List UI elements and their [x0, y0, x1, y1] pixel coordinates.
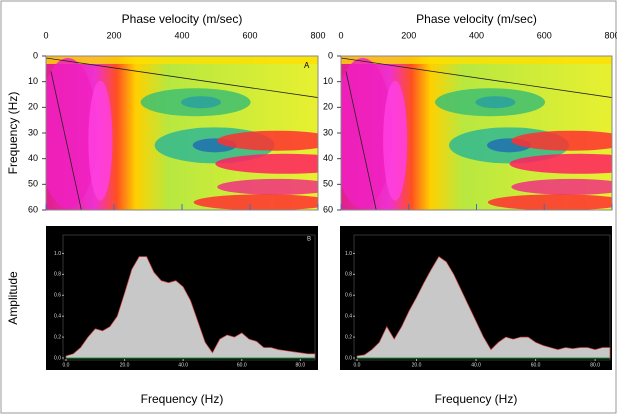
dispersion-line: [46, 57, 318, 98]
annotation: B: [307, 237, 311, 243]
y-tick-label: 0.4: [54, 314, 61, 320]
x-tick-label: 0: [43, 30, 48, 40]
heatmap-blob: [487, 194, 612, 210]
x-tick-label: 80.0: [295, 362, 305, 368]
top-band: [341, 56, 612, 64]
heatmap-blob: [217, 178, 318, 195]
y-tick-label: 1.0: [54, 251, 61, 257]
heatmap-blob: [193, 194, 318, 210]
y-tick-label: 50: [28, 179, 38, 189]
y-tick-label: 0.0: [345, 355, 352, 361]
x-tick-label: 400: [469, 30, 484, 40]
heatmap-blob: [215, 153, 318, 174]
y-tick-label: 0.0: [54, 355, 61, 361]
chart-title: Phase velocity (m/sec): [416, 12, 537, 26]
x-tick-label: 60.0: [237, 362, 247, 368]
y-axis-label: Amplitude: [6, 271, 20, 325]
y-tick-label: 0: [33, 50, 38, 60]
x-tick-label: 0.0: [63, 362, 70, 368]
y-tick-label: 0.6: [345, 293, 352, 299]
y-tick-label: 0.4: [345, 314, 352, 320]
dispersion-line: [341, 57, 612, 98]
heatmap-blob: [88, 80, 113, 201]
x-tick-label: 20.0: [412, 362, 422, 368]
plot-border: [62, 234, 316, 361]
y-tick-label: 1.0: [345, 251, 352, 257]
y-tick-label: 30: [28, 127, 38, 137]
x-tick-label: 600: [537, 30, 552, 40]
y-tick-label: 40: [323, 153, 333, 163]
x-tick-label: 0.0: [354, 362, 361, 368]
dispersion-line: [50, 71, 82, 210]
y-tick-label: 0: [328, 50, 333, 60]
x-tick-label: 20.0: [120, 362, 130, 368]
x-tick-label: 800: [310, 30, 325, 40]
y-tick-label: 10: [28, 76, 38, 86]
y-tick-label: 10: [323, 76, 333, 86]
x-tick-label: 0: [338, 30, 343, 40]
heatmap-blob: [511, 130, 612, 151]
y-tick-label: 0.6: [54, 293, 61, 299]
y-tick-label: 0.8: [54, 272, 61, 278]
x-axis-label: Frequency (Hz): [435, 392, 518, 406]
y-tick-label: 30: [323, 127, 333, 137]
y-tick-label: 0.2: [54, 334, 61, 340]
x-axis-label: Frequency (Hz): [141, 392, 224, 406]
heatmap-blob: [511, 178, 612, 195]
heatmap: [46, 56, 318, 210]
annotation: A: [304, 61, 310, 70]
dispersion-line: [345, 71, 377, 210]
y-tick-label: 20: [323, 102, 333, 112]
heatmap-blob: [383, 80, 408, 201]
y-axis-label: Frequency (Hz): [6, 92, 20, 175]
heatmap-blob: [341, 58, 393, 208]
y-tick-label: 60: [323, 204, 333, 214]
x-tick-label: 200: [401, 30, 416, 40]
y-tick-label: 0.8: [345, 272, 352, 278]
x-tick-label: 40.0: [471, 362, 481, 368]
y-tick-label: 60: [28, 204, 38, 214]
chart-title: Phase velocity (m/sec): [122, 12, 243, 26]
x-tick-label: 600: [242, 30, 257, 40]
spectrum-area: [356, 256, 611, 359]
heatmap: [341, 56, 612, 210]
top-band: [46, 56, 318, 64]
y-tick-label: 20: [28, 102, 38, 112]
x-tick-label: 80.0: [590, 362, 600, 368]
x-tick-label: 200: [106, 30, 121, 40]
y-tick-label: 50: [323, 179, 333, 189]
heatmap-blob: [475, 96, 516, 109]
heatmap-blob: [46, 58, 98, 208]
x-tick-label: 40.0: [178, 362, 188, 368]
y-tick-label: 0.2: [345, 334, 352, 340]
x-tick-label: 800: [604, 30, 617, 40]
x-tick-label: 400: [174, 30, 189, 40]
y-tick-label: 40: [28, 153, 38, 163]
spectrum-area: [65, 256, 316, 359]
heatmap-blob: [217, 130, 318, 151]
heatmap-blob: [181, 96, 222, 109]
heatmap-blob: [509, 153, 612, 174]
x-tick-label: 60.0: [531, 362, 541, 368]
plot-border: [353, 234, 611, 361]
